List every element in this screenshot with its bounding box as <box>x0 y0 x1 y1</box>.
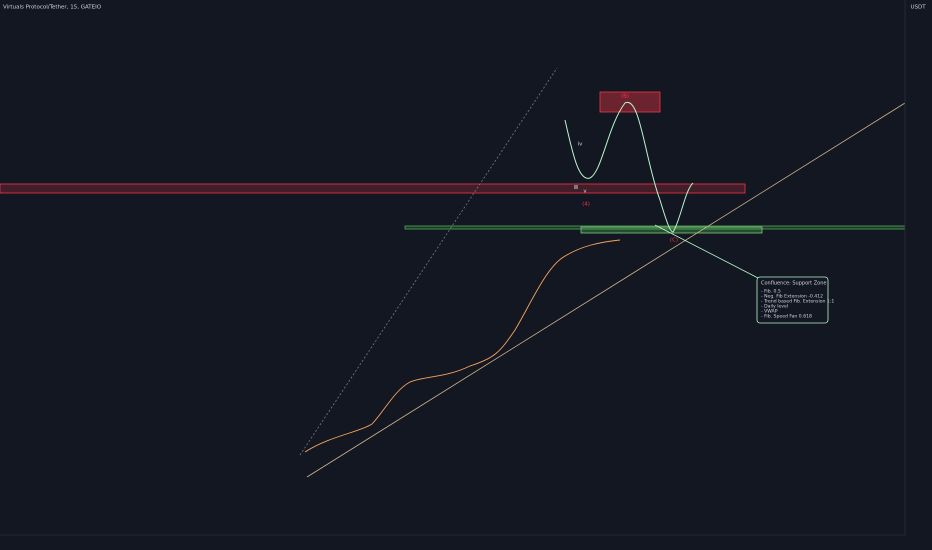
callout-item: - Neg. Fib Extension -0.412 <box>761 294 823 300</box>
drawings-under <box>0 67 906 478</box>
callout-item: - Daily level <box>761 304 788 310</box>
chart-title: Virtuals Protocol/Tether, 15, GATEIO <box>3 5 102 11</box>
wave-label: (4) <box>582 202 590 208</box>
callout-item: - Trend based Fib. Extension 1:1 <box>761 299 834 305</box>
resistance-zone <box>0 183 746 194</box>
callout-item: - VWAP <box>761 309 778 315</box>
callout-item: - Fib. 0.5 <box>761 289 781 295</box>
price-axis <box>905 0 932 550</box>
drawings-over: (B) iv v (4) (C) Confluence: Support Zon… <box>304 94 834 453</box>
fib-base-line <box>299 67 558 456</box>
axis-unit: USDT <box>910 5 926 11</box>
callout-line <box>654 224 761 280</box>
trend-line <box>306 102 906 478</box>
callout-item: - Fib. Speed Fan 0.618 <box>761 314 812 320</box>
target-box <box>599 91 661 113</box>
wave-marker <box>574 185 578 189</box>
vwap-line <box>304 239 621 453</box>
wave-label: (B) <box>621 94 629 100</box>
wave-label: iv <box>578 142 584 148</box>
callout-title: Confluence: Support Zone <box>761 281 826 287</box>
callout-box <box>756 276 829 324</box>
wave-projection <box>564 101 694 233</box>
wave-label: v <box>583 189 587 195</box>
wave-label: (C) <box>670 238 678 244</box>
support-zone-inner <box>580 226 763 234</box>
